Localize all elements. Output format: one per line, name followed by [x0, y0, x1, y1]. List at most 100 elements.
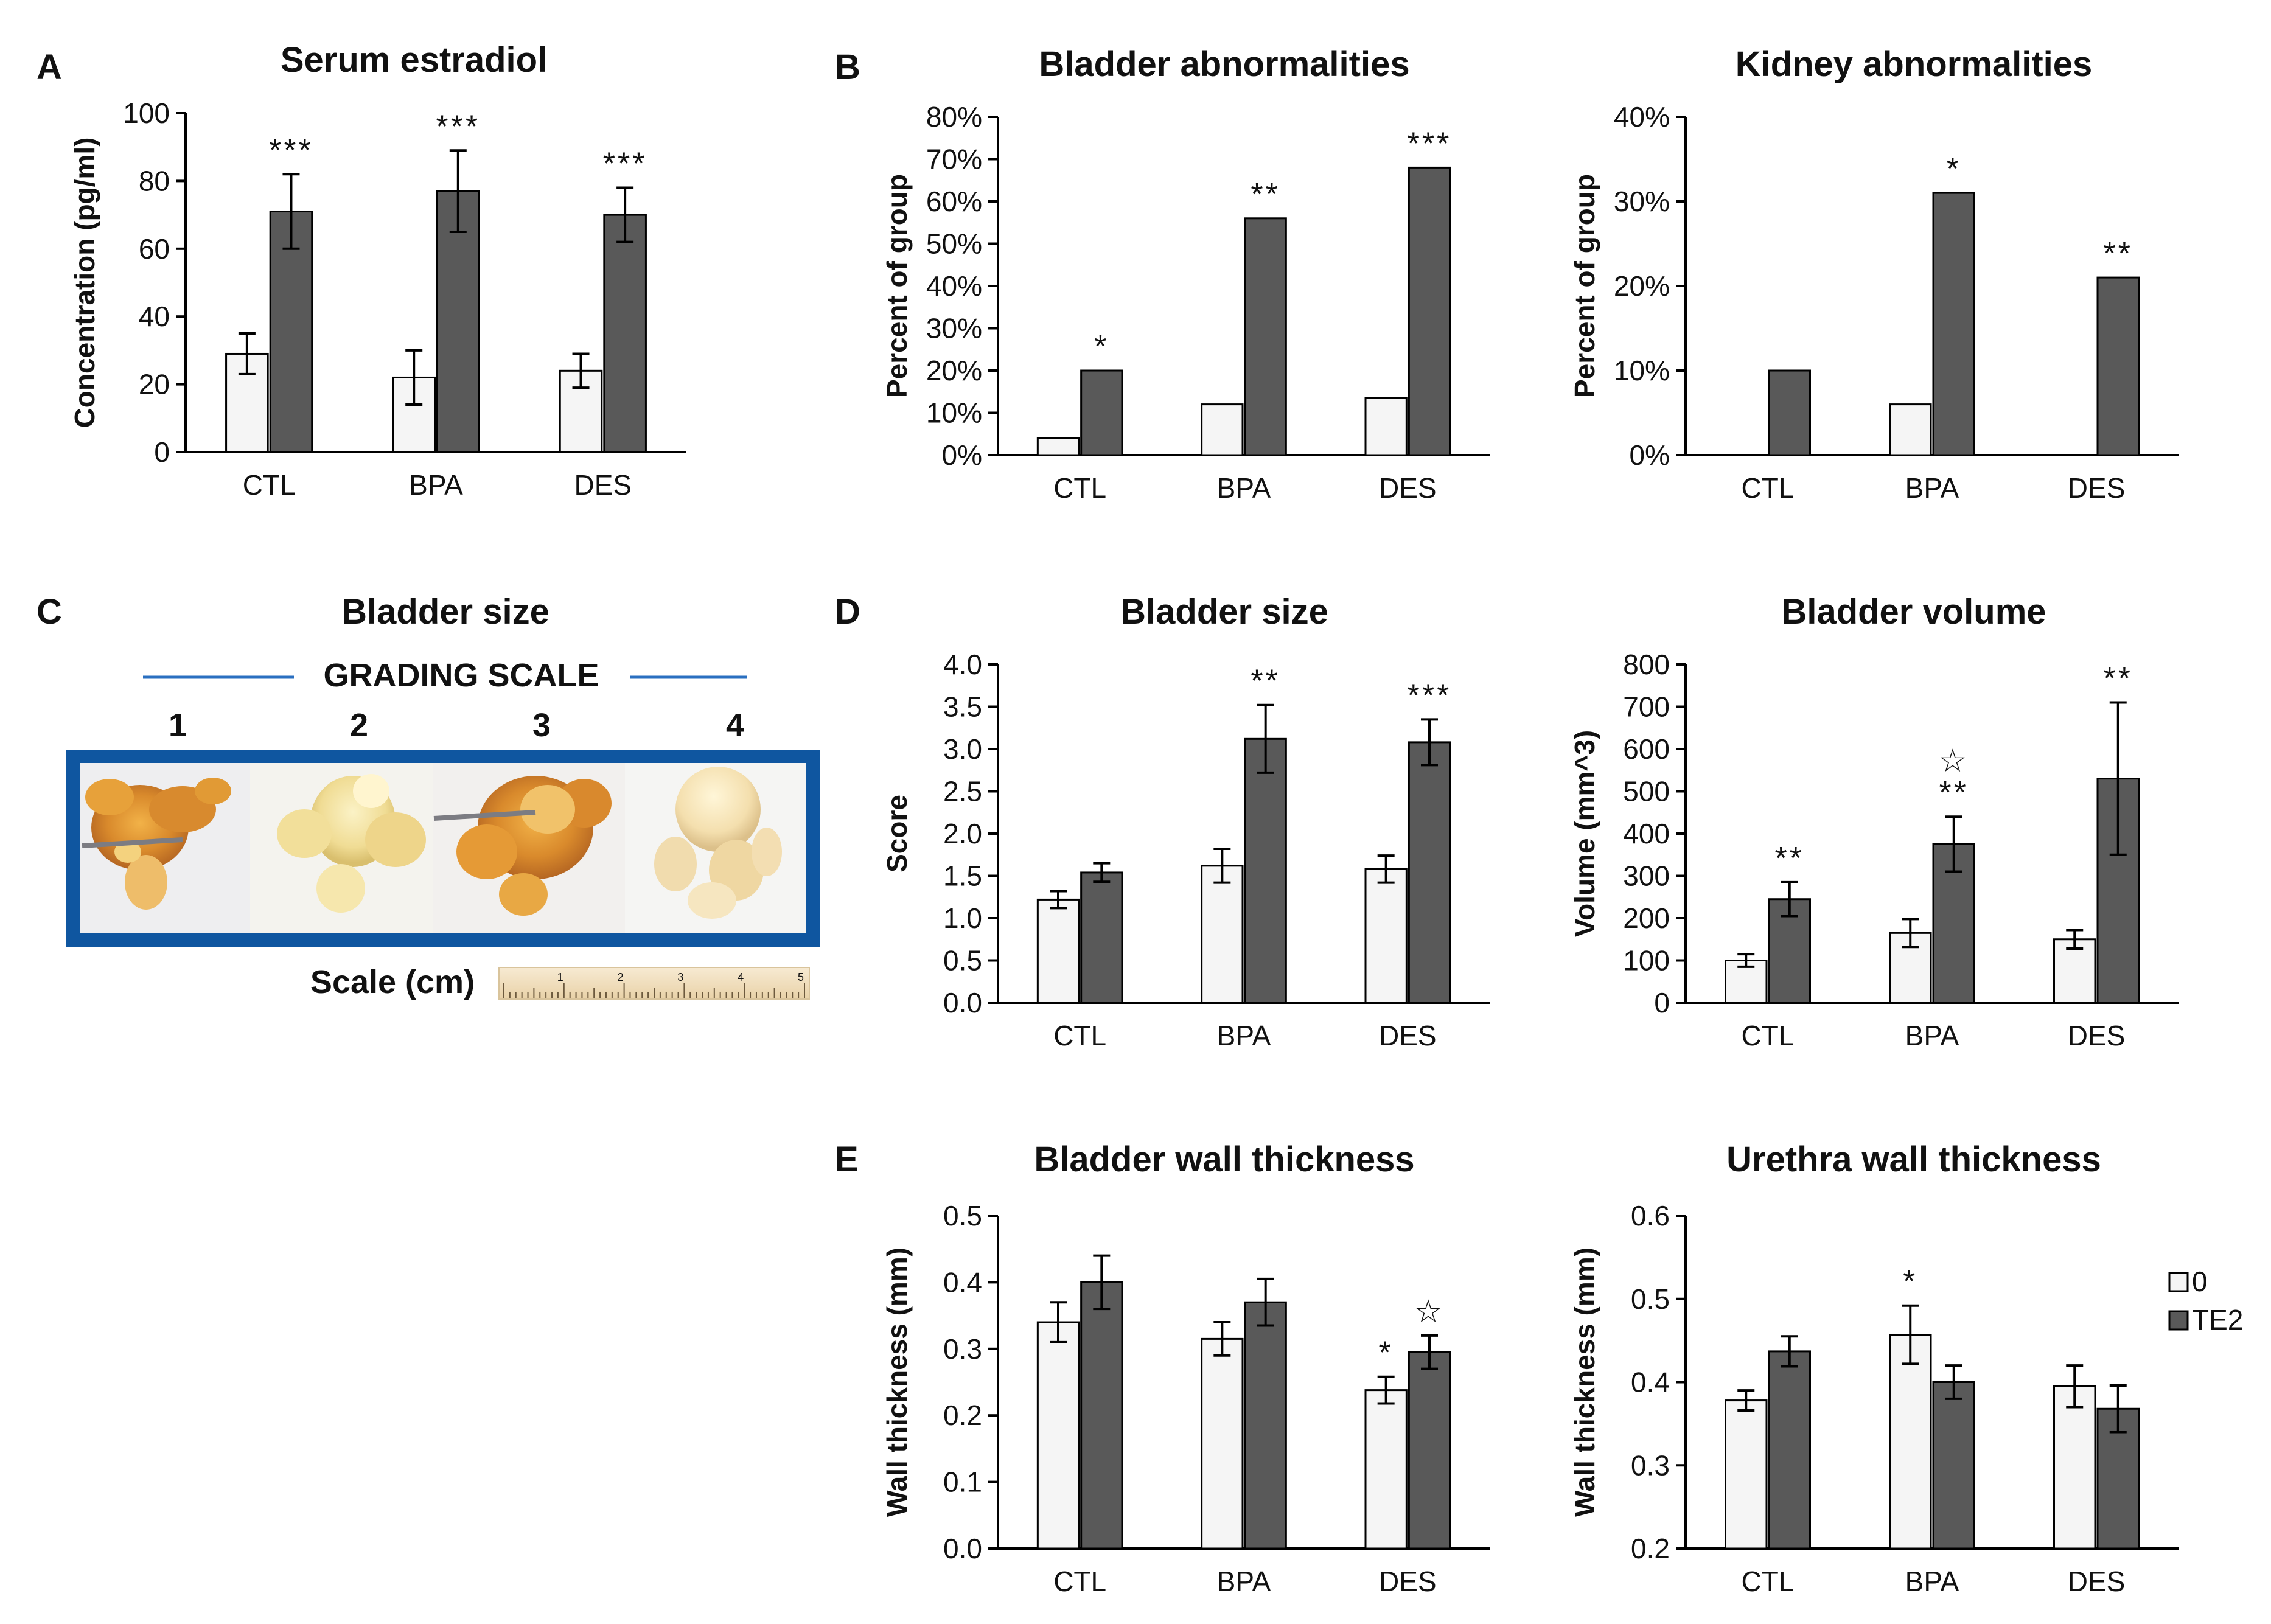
scale-label: Scale (cm) [310, 964, 475, 1000]
x-category-label: BPA [1217, 472, 1271, 504]
bar-te2 [1932, 1381, 1975, 1550]
x-category-label: CTL [1742, 1020, 1795, 1051]
significance-marker: * [1903, 1264, 1917, 1300]
significance-marker: *** [269, 133, 313, 168]
chart-title: Bladder size [1120, 592, 1328, 632]
bar-te2 [2096, 276, 2140, 456]
x-category-label: DES [2068, 1020, 2126, 1051]
x-category-label: BPA [1905, 1566, 1959, 1597]
x-category-label: CTL [1053, 1020, 1106, 1051]
bar-control [1364, 868, 1408, 1004]
bar-control [1036, 898, 1080, 1004]
y-tick-label: 400 [1623, 818, 1670, 849]
y-tick-label: 80% [926, 101, 982, 133]
chart-title: Serum estradiol [281, 40, 547, 80]
chart-title: Kidney abnormalities [1736, 44, 2093, 84]
bladder-photo-grade-4 [625, 763, 806, 933]
y-tick-label: 0.5 [943, 945, 982, 977]
y-tick-label: 0.0 [943, 1533, 982, 1564]
y-tick-label: 10% [926, 397, 982, 429]
y-tick-label: 0 [154, 436, 170, 468]
y-tick-label: 1.0 [943, 902, 982, 934]
y-axis-label: Percent of group [881, 174, 913, 398]
bar-control [1201, 403, 1244, 456]
y-tick-label: 0.2 [1631, 1533, 1670, 1564]
significance-marker: * [1379, 1336, 1394, 1371]
legend-swatch-0 [2168, 1272, 2189, 1292]
panel-letter-b: B [835, 47, 860, 87]
y-tick-label: 20% [926, 355, 982, 386]
y-axis-label: Percent of group [1569, 174, 1600, 398]
bar-te2 [436, 190, 480, 453]
y-tick-label: 0.4 [1631, 1367, 1670, 1398]
significance-marker: ☆ [1938, 744, 1969, 779]
y-tick-label: 40% [926, 270, 982, 302]
bladder-photo-grade-1 [80, 763, 250, 933]
bar-te2 [1408, 166, 1451, 456]
grade-label-3: 3 [532, 707, 551, 744]
bar-te2 [603, 214, 647, 453]
y-tick-label: 1.5 [943, 860, 982, 892]
bar-te2 [269, 211, 313, 453]
y-tick-label: 0.2 [943, 1399, 982, 1431]
legend: 0 TE2 [2168, 1266, 2243, 1336]
y-tick-label: 2.5 [943, 776, 982, 807]
ruler-number: 1 [557, 971, 563, 983]
bladder-photo-grade-2 [250, 763, 433, 933]
scale-ruler: 1 2 3 4 5 [498, 967, 810, 1000]
y-axis-label: Wall thickness (mm) [881, 1247, 913, 1517]
y-tick-label: 60 [139, 233, 170, 265]
grading-photo-frame [66, 750, 820, 947]
bar-control [1364, 1389, 1408, 1550]
chart-bladder-volume: Bladder volume Volume (mm^3) 0 100 200 300 400… [1569, 592, 2179, 1051]
chart-title: Urethra wall thickness [1726, 1140, 2101, 1179]
y-tick-label: 300 [1623, 860, 1670, 892]
x-category-label: BPA [1905, 472, 1959, 504]
significance-marker: *** [1408, 678, 1452, 713]
significance-marker: * [1094, 329, 1109, 364]
y-tick-label: 50% [926, 228, 982, 260]
grade-label-1: 1 [169, 707, 187, 744]
grading-scale-label: GRADING SCALE [323, 657, 599, 694]
x-category-label: DES [1379, 1566, 1437, 1597]
x-category-label: CTL [1742, 472, 1795, 504]
bar-control [1889, 1334, 1932, 1550]
y-tick-label: 0.0 [943, 987, 982, 1019]
bar-control [1889, 403, 1932, 456]
chart-urethra-wall-thickness: Urethra wall thickness Wall thickness (mm… [1569, 1140, 2179, 1597]
significance-marker: ☆ [1414, 1294, 1445, 1330]
bar-te2 [1408, 1351, 1451, 1550]
y-tick-label: 0.5 [1631, 1283, 1670, 1315]
y-tick-label: 60% [926, 186, 982, 217]
y-tick-label: 100 [123, 97, 170, 129]
bar-te2 [1932, 192, 1975, 456]
y-axis-label: Score [881, 795, 913, 873]
chart-title: Bladder volume [1781, 592, 2046, 632]
y-tick-label: 20 [139, 369, 170, 400]
y-tick-label: 600 [1623, 733, 1670, 765]
y-tick-label: 0.1 [943, 1466, 982, 1498]
x-category-label: DES [2068, 472, 2126, 504]
y-axis-label: Volume (mm^3) [1569, 730, 1600, 937]
x-category-label: DES [574, 469, 632, 501]
y-tick-label: 3.5 [943, 691, 982, 723]
bar-control [1036, 437, 1080, 456]
x-category-label: BPA [1217, 1566, 1271, 1597]
bladder-photo-grade-3 [433, 763, 625, 933]
x-category-label: BPA [1217, 1020, 1271, 1051]
y-tick-label: 0.6 [1631, 1200, 1670, 1232]
chart-bladder-wall-thickness: Bladder wall thickness Wall thickness (mm… [881, 1140, 1490, 1597]
bar-te2 [1080, 1281, 1123, 1550]
bar-te2 [1080, 369, 1123, 456]
bar-control [1725, 1399, 1768, 1550]
panel-letter-c: C [37, 592, 62, 632]
bar-control [1201, 865, 1244, 1004]
panel-letter-d: D [835, 592, 860, 632]
y-tick-label: 0.5 [943, 1200, 982, 1232]
significance-marker: *** [1408, 126, 1452, 161]
bar-control [2053, 938, 2096, 1004]
y-tick-label: 0.3 [943, 1333, 982, 1365]
bar-te2 [1244, 1301, 1287, 1550]
y-tick-label: 3.0 [943, 733, 982, 765]
y-tick-label: 40 [139, 301, 170, 332]
